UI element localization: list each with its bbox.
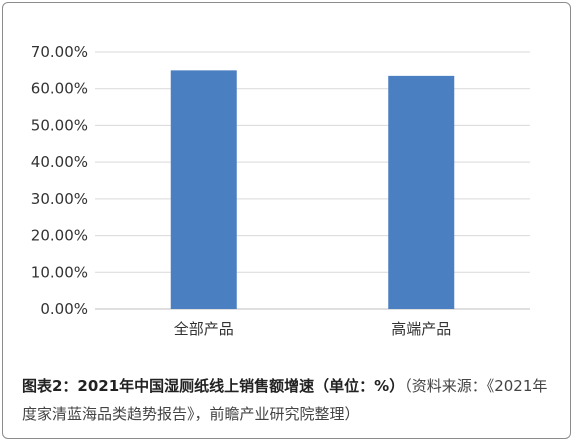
x-category-label: 全部产品 <box>174 320 234 338</box>
y-tick-labels: 0.00% 10.00% 20.00% 30.00% 40.00% 50.00% 60.00… <box>31 43 88 318</box>
bar <box>170 70 237 309</box>
bar <box>388 75 455 309</box>
y-tick-label: 20.00% <box>31 227 88 245</box>
caption-title: 图表2：2021年中国湿厕纸线上销售额增速（单位：%） <box>22 377 405 395</box>
x-category-labels: 全部产品 高端产品 <box>174 320 452 338</box>
figure-caption: 图表2：2021年中国湿厕纸线上销售额增速（单位：%）（资料来源：《2021年度… <box>22 372 552 428</box>
y-tick-label: 10.00% <box>31 263 88 281</box>
figure-frame <box>2 2 571 439</box>
x-category-label: 高端产品 <box>391 320 451 338</box>
y-tick-label: 0.00% <box>40 300 88 318</box>
bar-chart: 0.00% 10.00% 20.00% 30.00% 40.00% 50.00% 60.00… <box>31 43 530 338</box>
gridlines <box>95 51 530 310</box>
y-tick-label: 60.00% <box>31 80 88 98</box>
y-tick-label: 50.00% <box>31 116 88 134</box>
y-tick-label: 40.00% <box>31 153 88 171</box>
caption-source: （资料来源：《2021年度家清蓝海品类趋势报告》，前瞻产业研究院整理） <box>22 377 548 423</box>
y-tick-label: 70.00% <box>31 43 88 61</box>
y-tick-label: 30.00% <box>31 190 88 208</box>
bars <box>170 70 455 309</box>
